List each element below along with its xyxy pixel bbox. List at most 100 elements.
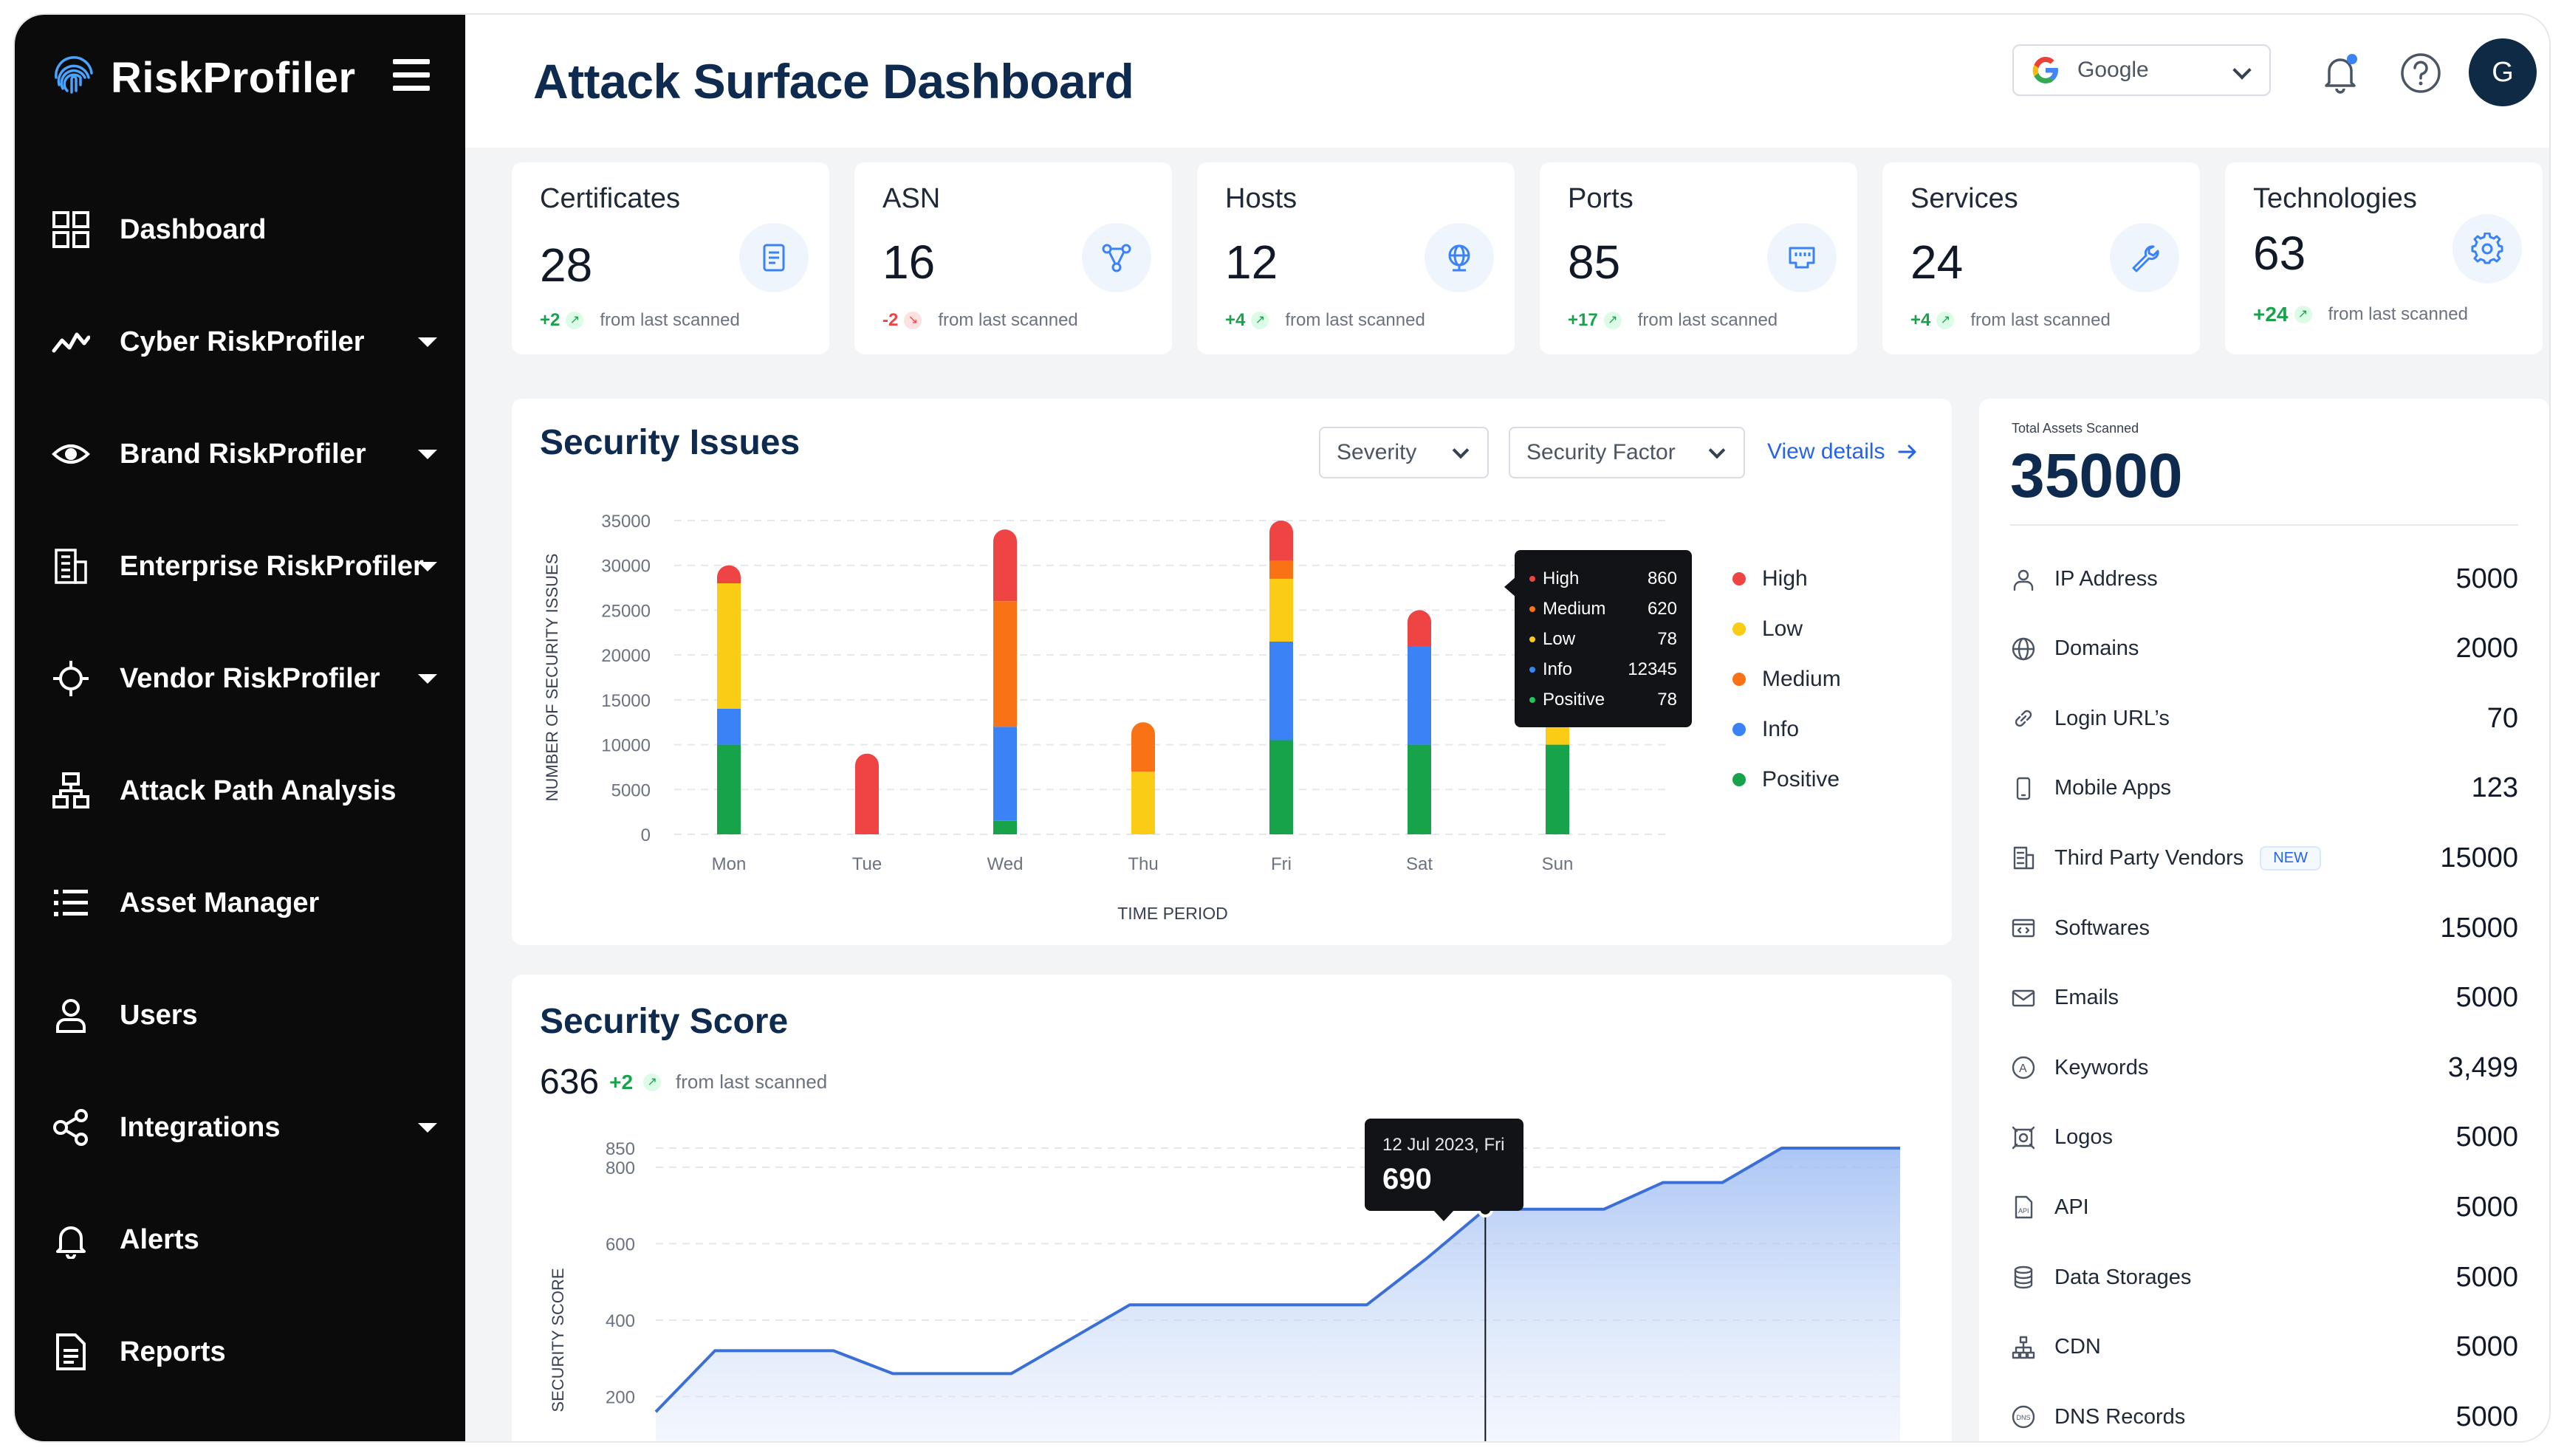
asset-row[interactable]: Logos 5000 — [2010, 1108, 2518, 1167]
asset-row[interactable]: CDN 5000 — [2010, 1318, 2518, 1377]
bar-segment-medium[interactable] — [1131, 722, 1155, 772]
asset-row[interactable]: IP Address 5000 — [2010, 549, 2518, 608]
sidebar-item-asset-manager[interactable]: Asset Manager — [15, 847, 465, 959]
list-icon — [52, 884, 90, 922]
arrow-up-icon: ↗ — [643, 1073, 662, 1091]
tooltip-value: 860 — [1647, 568, 1677, 588]
chevron-down-icon — [1452, 442, 1470, 459]
sidebar-item-attack-path-analysis[interactable]: Attack Path Analysis — [15, 735, 465, 847]
security-issues-chart: 0 5000 10000 15000 20000 25000 30000 35000 Mon Tu… — [543, 512, 1671, 923]
legend-item-low[interactable]: Low — [1732, 604, 1841, 654]
bar-segment-positive[interactable] — [1546, 744, 1569, 834]
menu-toggle-icon[interactable] — [393, 59, 430, 92]
sidebar-item-vendor-riskprofiler[interactable]: Vendor RiskProfiler — [15, 622, 465, 735]
x-tick-label: Sat — [1406, 854, 1433, 874]
help-icon[interactable] — [2398, 50, 2444, 96]
svg-text:A: A — [2019, 1062, 2027, 1075]
tooltip-label: Positive — [1543, 689, 1605, 710]
notification-bell-icon[interactable] — [2317, 50, 2363, 96]
legend-item-medium[interactable]: Medium — [1732, 654, 1841, 704]
port-icon — [1767, 223, 1837, 292]
score-line — [654, 1147, 1900, 1413]
legend-item-high[interactable]: High — [1732, 554, 1841, 604]
delta-value: +17 — [1568, 310, 1598, 330]
security-factor-dropdown[interactable]: Security Factor — [1509, 427, 1745, 478]
bar-segment-low[interactable] — [1269, 578, 1293, 642]
asset-row[interactable]: API API 5000 — [2010, 1178, 2518, 1237]
security-score-tooltip: 12 Jul 2023, Fri 690 — [1365, 1119, 1523, 1221]
asset-value: 5000 — [2455, 1122, 2518, 1153]
bar-segment-info[interactable] — [993, 727, 1017, 821]
asset-row[interactable]: Mobile Apps 123 — [2010, 759, 2518, 818]
delta-value: +24 — [2253, 303, 2289, 326]
bar-segment-info[interactable] — [1408, 646, 1431, 745]
asset-row[interactable]: Domains 2000 — [2010, 619, 2518, 679]
stat-value: 85 — [1568, 236, 1621, 289]
sidebar-item-dashboard[interactable]: Dashboard — [15, 174, 465, 286]
bar-segment-info[interactable] — [717, 709, 741, 745]
stat-card-hosts[interactable]: Hosts 12 +4 ↗ from last scanned — [1197, 162, 1515, 354]
stat-card-technologies[interactable]: Technologies 63 +24 ↗ from last scanned — [2225, 162, 2543, 354]
bar-segment-high[interactable] — [855, 753, 879, 834]
bar-segment-medium[interactable] — [993, 601, 1017, 727]
bar-segment-positive[interactable] — [993, 820, 1017, 834]
chevron-down-icon[interactable] — [418, 337, 437, 347]
chevron-down-icon[interactable] — [418, 450, 437, 459]
view-details-link[interactable]: View details — [1767, 439, 1918, 464]
stat-card-ports[interactable]: Ports 85 +17 ↗ from last scanned — [1540, 162, 1857, 354]
phone-icon — [2010, 775, 2037, 802]
stat-card-asn[interactable]: ASN 16 -2 ↘ from last scanned — [854, 162, 1172, 354]
sidebar-item-enterprise-riskprofiler[interactable]: Enterprise RiskProfiler — [15, 510, 465, 622]
x-tick-label: Wed — [987, 854, 1024, 874]
bar-segment-high[interactable] — [1408, 610, 1431, 646]
sidebar-item-integrations[interactable]: Integrations — [15, 1071, 465, 1184]
chevron-down-icon — [2232, 61, 2252, 80]
bar-segment-low[interactable] — [1131, 772, 1155, 834]
chevron-down-icon[interactable] — [418, 562, 437, 571]
asset-row[interactable]: A Keywords 3,499 — [2010, 1038, 2518, 1097]
api-icon: API — [2010, 1194, 2037, 1220]
asset-label: Softwares — [2054, 916, 2150, 940]
brand[interactable]: RiskProfiler — [52, 44, 356, 111]
asset-value: 3,499 — [2447, 1051, 2518, 1083]
sidebar-item-users[interactable]: Users — [15, 959, 465, 1071]
sidebar-item-reports[interactable]: Reports — [15, 1296, 465, 1408]
asset-row[interactable]: DNS DNS Records 5000 — [2010, 1387, 2518, 1441]
bar-segment-low[interactable] — [717, 583, 741, 709]
bar-segment-medium[interactable] — [1269, 560, 1293, 579]
app-name: RiskProfiler — [111, 53, 356, 102]
bar-segment-positive[interactable] — [1408, 744, 1431, 834]
stat-card-services[interactable]: Services 24 +4 ↗ from last scanned — [1882, 162, 2200, 354]
sidebar-item-brand-riskprofiler[interactable]: Brand RiskProfiler — [15, 398, 465, 510]
header: Attack Surface Dashboard Google — [465, 15, 2549, 148]
legend-item-positive[interactable]: Positive — [1732, 755, 1841, 805]
tooltip-row: Positive 78 — [1529, 684, 1677, 715]
asset-row[interactable]: Data Storages 5000 — [2010, 1248, 2518, 1307]
asset-row[interactable]: Emails 5000 — [2010, 969, 2518, 1028]
security-issues-legend: High Low Medium Info Positive — [1732, 554, 1841, 805]
legend-item-info[interactable]: Info — [1732, 704, 1841, 755]
chevron-down-icon[interactable] — [418, 674, 437, 684]
sidebar-item-alerts[interactable]: Alerts — [15, 1184, 465, 1296]
organization-select[interactable]: Google — [2012, 44, 2271, 96]
asset-row[interactable]: Login URL’s 70 — [2010, 689, 2518, 748]
sidebar-item-cyber-riskprofiler[interactable]: Cyber RiskProfiler — [15, 286, 465, 398]
building-icon — [52, 547, 90, 586]
legend-label: Medium — [1762, 667, 1841, 691]
user-avatar[interactable]: G — [2469, 38, 2537, 106]
bar-segment-positive[interactable] — [717, 744, 741, 834]
bar-segment-positive[interactable] — [1269, 740, 1293, 835]
bar-segment-info[interactable] — [1269, 641, 1293, 741]
main-content: Attack Surface Dashboard Google — [465, 15, 2549, 1441]
legend-dot — [1732, 673, 1746, 686]
legend-label: Info — [1762, 717, 1800, 741]
stat-card-certificates[interactable]: Certificates 28 +2 ↗ from last scanned — [512, 162, 829, 354]
y-tick-label: 200 — [606, 1387, 635, 1407]
asset-row[interactable]: Softwares 15000 — [2010, 899, 2518, 958]
chevron-down-icon[interactable] — [418, 1123, 437, 1133]
severity-dropdown[interactable]: Severity — [1319, 427, 1489, 478]
bar-segment-high[interactable] — [717, 565, 741, 583]
bar-segment-high[interactable] — [993, 529, 1017, 602]
bar-segment-high[interactable] — [1269, 521, 1293, 561]
asset-row[interactable]: Third Party Vendors NEW 15000 — [2010, 828, 2518, 887]
